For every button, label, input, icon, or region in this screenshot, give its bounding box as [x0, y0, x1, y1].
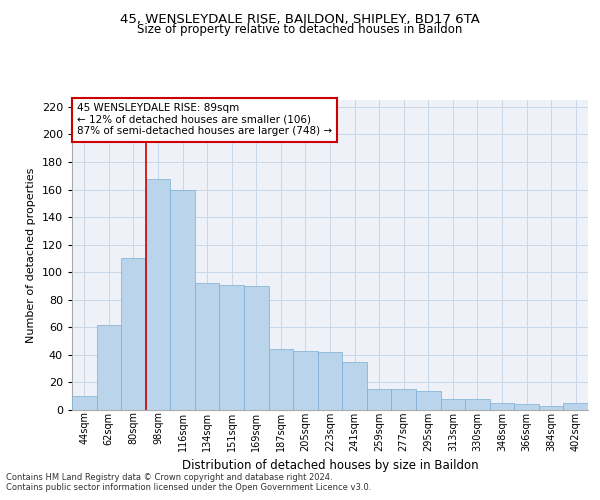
Bar: [465, 399, 490, 410]
Y-axis label: Number of detached properties: Number of detached properties: [26, 168, 36, 342]
Bar: [440, 399, 465, 410]
Bar: [367, 390, 391, 410]
Bar: [490, 403, 514, 410]
Bar: [244, 286, 269, 410]
Text: Contains HM Land Registry data © Crown copyright and database right 2024.: Contains HM Land Registry data © Crown c…: [6, 474, 332, 482]
Text: 45 WENSLEYDALE RISE: 89sqm
← 12% of detached houses are smaller (106)
87% of sem: 45 WENSLEYDALE RISE: 89sqm ← 12% of deta…: [77, 103, 332, 136]
Text: Size of property relative to detached houses in Baildon: Size of property relative to detached ho…: [137, 24, 463, 36]
Bar: [293, 351, 318, 410]
Bar: [97, 324, 121, 410]
Bar: [72, 396, 97, 410]
Bar: [269, 350, 293, 410]
Bar: [170, 190, 195, 410]
Bar: [416, 390, 440, 410]
Bar: [220, 284, 244, 410]
Bar: [539, 406, 563, 410]
Bar: [121, 258, 146, 410]
Bar: [318, 352, 342, 410]
Bar: [195, 283, 220, 410]
Bar: [342, 362, 367, 410]
Bar: [563, 403, 588, 410]
Bar: [514, 404, 539, 410]
Text: 45, WENSLEYDALE RISE, BAILDON, SHIPLEY, BD17 6TA: 45, WENSLEYDALE RISE, BAILDON, SHIPLEY, …: [120, 12, 480, 26]
Text: Contains public sector information licensed under the Open Government Licence v3: Contains public sector information licen…: [6, 484, 371, 492]
Bar: [146, 178, 170, 410]
X-axis label: Distribution of detached houses by size in Baildon: Distribution of detached houses by size …: [182, 459, 478, 472]
Bar: [391, 390, 416, 410]
